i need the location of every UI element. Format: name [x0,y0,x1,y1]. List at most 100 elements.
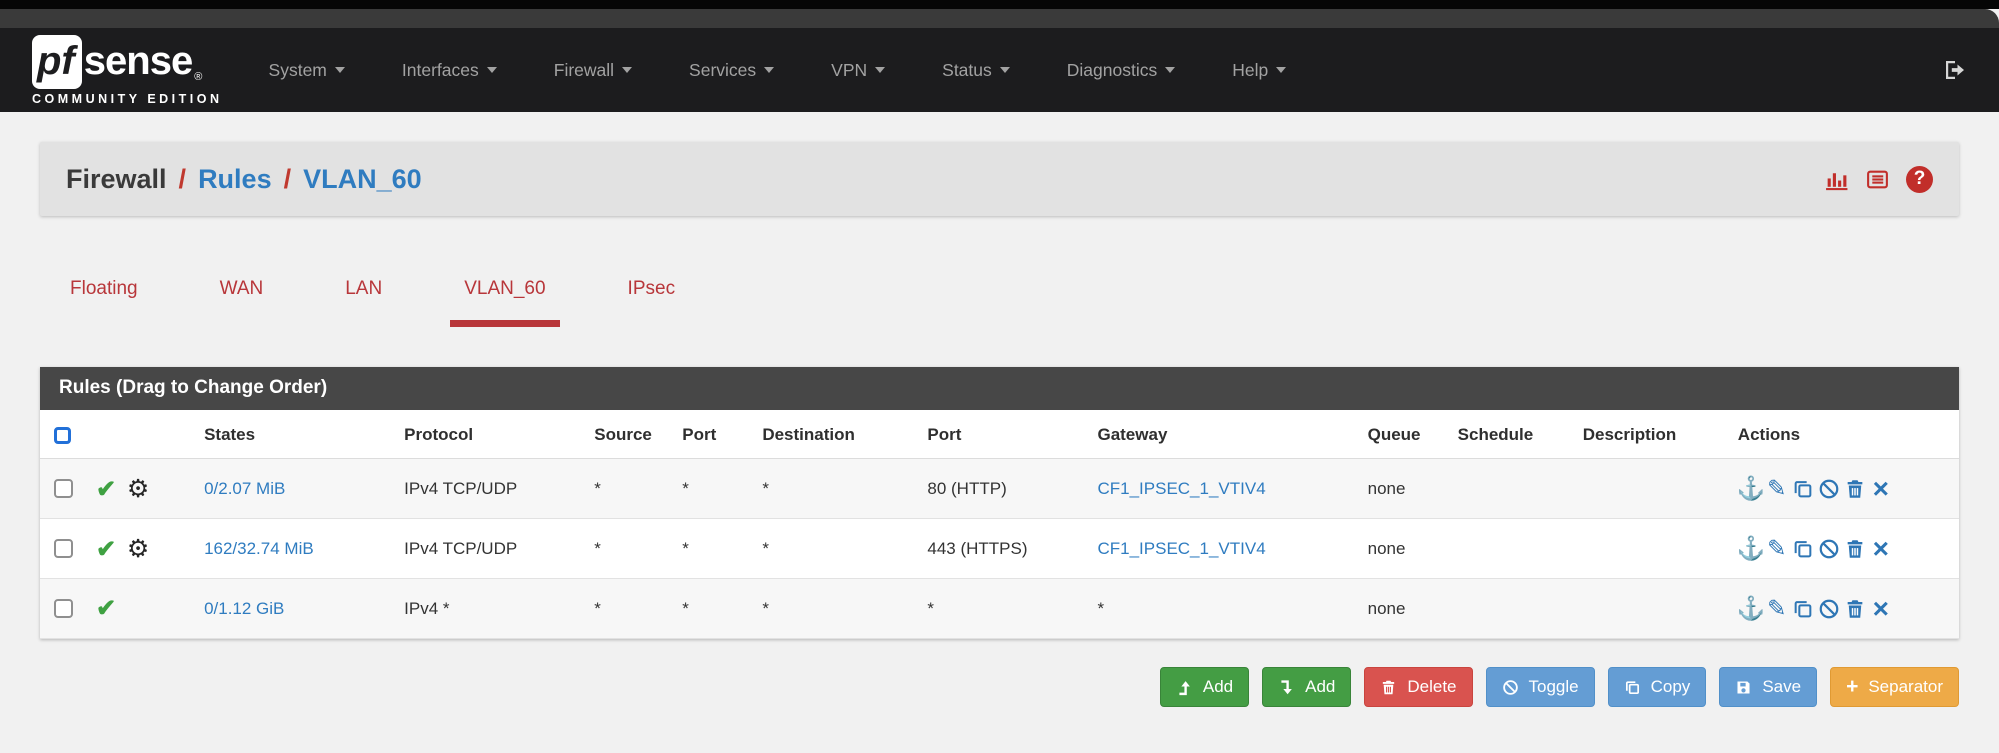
column-queue: Queue [1359,410,1450,459]
bar-chart-icon[interactable] [1824,167,1849,192]
source-port-cell: * [674,518,755,579]
tab-lan[interactable]: LAN [345,278,383,299]
logo-registered-mark: ® [194,70,203,83]
delete-trash-icon[interactable] [1842,595,1868,623]
destination-cell: * [754,578,920,639]
breadcrumb-vlan60-link[interactable]: VLAN_60 [303,163,422,194]
dest-port-cell: 80 (HTTP) [919,458,1090,519]
logout-icon[interactable] [1943,58,1967,82]
disable-ban-icon[interactable] [1816,595,1842,623]
tab-vlan60[interactable]: VLAN_60 [450,272,560,327]
column-destination: Destination [754,410,920,459]
menu-system[interactable]: System [269,60,345,81]
protocol-cell: IPv4 TCP/UDP [396,518,587,579]
pass-check-icon[interactable]: ✔ [96,475,117,503]
menu-diagnostics[interactable]: Diagnostics [1067,60,1176,81]
pass-check-icon[interactable]: ✔ [96,535,117,563]
menu-status-label: Status [942,59,992,80]
disable-ban-icon[interactable] [1816,535,1842,563]
source-port-cell: * [674,458,755,519]
delete-button[interactable]: Delete [1364,667,1473,707]
save-button[interactable]: Save [1719,667,1818,707]
anchor-icon[interactable]: ⚓ [1736,595,1766,621]
menu-vpn[interactable]: VPN [831,60,886,81]
column-states: States [196,410,397,459]
breadcrumb-separator: / [283,163,292,194]
disable-ban-icon[interactable] [1816,475,1842,503]
menu-interfaces-label: Interfaces [401,59,479,80]
rules-table: States Protocol Source Port Destination … [40,410,1959,639]
gateway-link[interactable]: CF1_IPSEC_1_VTIV4 [1097,478,1266,498]
toggle-button[interactable]: Toggle [1485,667,1595,707]
tab-floating[interactable]: Floating [70,278,138,299]
queue-cell: none [1359,518,1450,579]
logo-sense: sense [83,39,193,83]
menu-firewall[interactable]: Firewall [553,59,633,81]
source-cell: * [586,578,675,639]
rule-row[interactable]: ✔ 0/1.12 GiB IPv4 * * * * * * none ⚓✎ × [40,578,1959,639]
breadcrumb-rules-link[interactable]: Rules [198,163,272,194]
tab-wan[interactable]: WAN [219,278,264,299]
separator-button[interactable]: + Separator [1830,667,1959,707]
toggle-label: Toggle [1528,677,1579,696]
caret-down-icon [875,67,886,73]
copy-icon[interactable] [1790,475,1816,503]
select-all-checkbox[interactable] [54,426,71,444]
menu-system-label: System [268,59,327,80]
states-link[interactable]: 0/2.07 MiB [204,478,286,498]
list-icon[interactable] [1865,167,1890,192]
edit-pencil-icon[interactable]: ✎ [1767,535,1787,561]
copy-icon[interactable] [1790,595,1816,623]
rule-row[interactable]: ✔ ⚙ 162/32.74 MiB IPv4 TCP/UDP * * * 443… [40,518,1959,579]
protocol-cell: IPv4 TCP/UDP [396,458,587,519]
row-checkbox[interactable] [54,539,73,558]
menu-help[interactable]: Help [1232,60,1287,81]
copy-icon[interactable] [1790,535,1816,563]
breadcrumb-section: Firewall [66,163,167,194]
edit-pencil-icon[interactable]: ✎ [1767,475,1787,501]
rules-panel-title: Rules (Drag to Change Order) [40,367,1959,410]
add-rule-bottom-label: Add [1305,677,1336,696]
table-header-row: States Protocol Source Port Destination … [40,410,1959,459]
plus-icon: + [1846,675,1859,698]
menu-interfaces[interactable]: Interfaces [402,60,497,81]
edit-pencil-icon[interactable]: ✎ [1767,595,1787,621]
caret-down-icon [764,67,775,73]
anchor-icon[interactable]: ⚓ [1736,475,1766,501]
source-cell: * [586,458,675,519]
tab-ipsec[interactable]: IPsec [627,278,676,299]
save-label: Save [1762,677,1802,696]
remove-x-icon[interactable]: × [1872,592,1889,624]
delete-trash-icon[interactable] [1842,535,1868,563]
remove-x-icon[interactable]: × [1872,472,1889,504]
caret-down-icon [1165,67,1176,73]
advanced-gear-icon: ⚙ [126,474,150,503]
menu-firewall-label: Firewall [553,59,615,80]
states-link[interactable]: 0/1.12 GiB [204,598,285,618]
queue-cell: none [1359,458,1450,519]
menu-status[interactable]: Status [942,60,1010,81]
add-rule-bottom-button[interactable]: Add [1262,667,1352,707]
column-source: Source [586,410,675,459]
remove-x-icon[interactable]: × [1872,532,1889,564]
pass-check-icon[interactable]: ✔ [96,595,117,622]
help-icon[interactable]: ? [1906,165,1933,193]
states-link[interactable]: 162/32.74 MiB [204,538,314,558]
destination-cell: * [754,458,920,519]
menu-services[interactable]: Services [689,60,775,81]
gateway-link[interactable]: CF1_IPSEC_1_VTIV4 [1097,538,1266,558]
add-rule-top-label: Add [1202,677,1234,696]
window-top-strip [0,0,1999,9]
row-checkbox[interactable] [54,479,73,498]
anchor-icon[interactable]: ⚓ [1736,535,1766,561]
add-rule-top-button[interactable]: Add [1159,667,1250,707]
row-checkbox[interactable] [54,599,73,618]
ban-icon [1502,679,1518,695]
rule-row[interactable]: ✔ ⚙ 0/2.07 MiB IPv4 TCP/UDP * * * 80 (HT… [40,458,1959,519]
column-source-port: Port [674,410,755,459]
pfsense-logo[interactable]: pf sense ® COMMUNITY EDITION [32,34,223,106]
breadcrumb-panel: Firewall / Rules / VLAN_60 ? [40,142,1959,216]
delete-trash-icon[interactable] [1842,475,1868,503]
caret-down-icon [1276,67,1287,73]
copy-button[interactable]: Copy [1607,667,1707,707]
